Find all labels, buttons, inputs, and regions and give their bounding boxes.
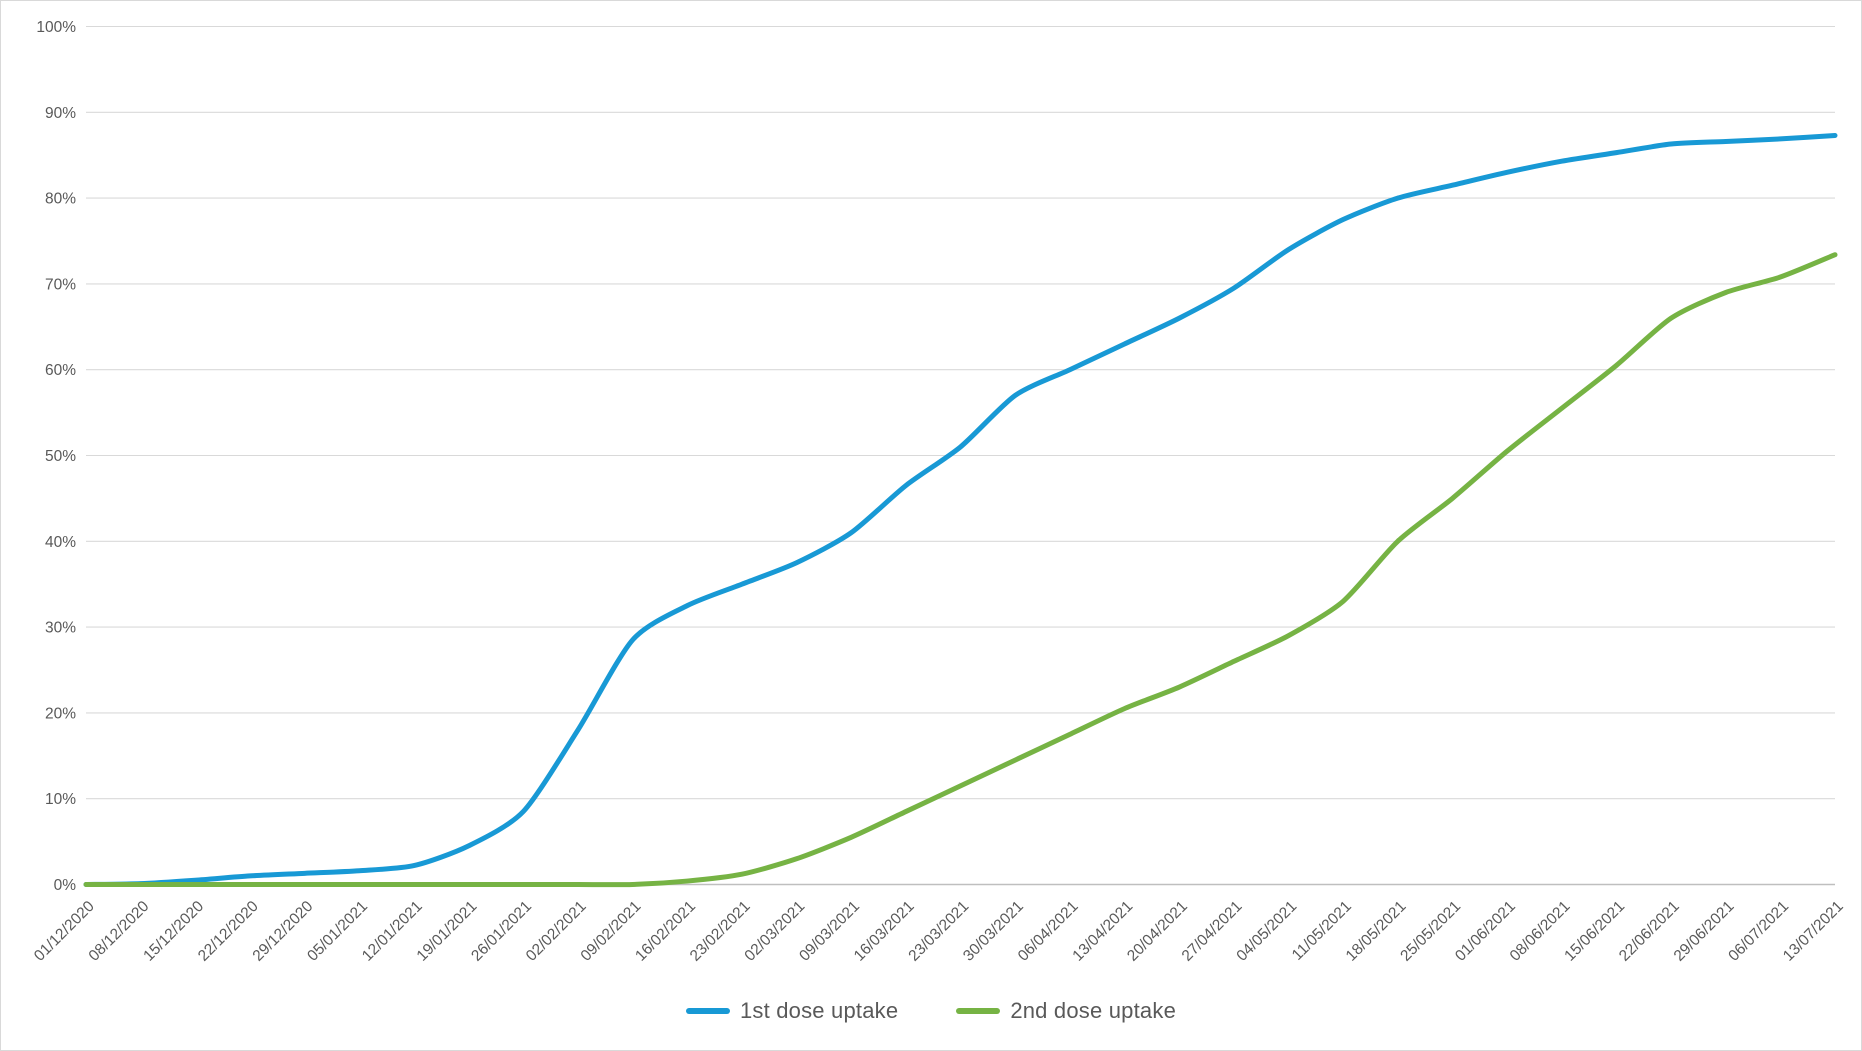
y-tick-label: 20% — [45, 705, 76, 722]
legend-item-2nd-dose[interactable]: 2nd dose uptake — [956, 998, 1176, 1024]
y-tick-label: 70% — [45, 276, 76, 293]
y-tick-label: 60% — [45, 362, 76, 379]
legend-label-2nd-dose: 2nd dose uptake — [1010, 998, 1177, 1023]
y-tick-label: 0% — [54, 877, 77, 894]
legend-swatch-1st-dose-icon — [685, 1008, 730, 1014]
series-line-1st-dose[interactable] — [83, 132, 1838, 887]
y-tick-label: 90% — [45, 105, 76, 122]
y-tick-label: 50% — [45, 448, 76, 465]
legend-swatch-2nd-dose-icon — [956, 1008, 1001, 1014]
y-tick-label: 80% — [45, 191, 76, 208]
legend: 1st dose uptake 2nd dose uptake — [1, 998, 1861, 1024]
series-line-2nd-dose[interactable] — [83, 252, 1838, 888]
y-tick-label: 100% — [36, 19, 76, 36]
y-tick-label: 40% — [45, 534, 76, 551]
legend-item-1st-dose[interactable]: 1st dose uptake — [685, 998, 899, 1024]
legend-label-1st-dose: 1st dose uptake — [739, 998, 899, 1023]
y-tick-label: 30% — [45, 620, 76, 637]
y-tick-label: 10% — [45, 791, 76, 808]
